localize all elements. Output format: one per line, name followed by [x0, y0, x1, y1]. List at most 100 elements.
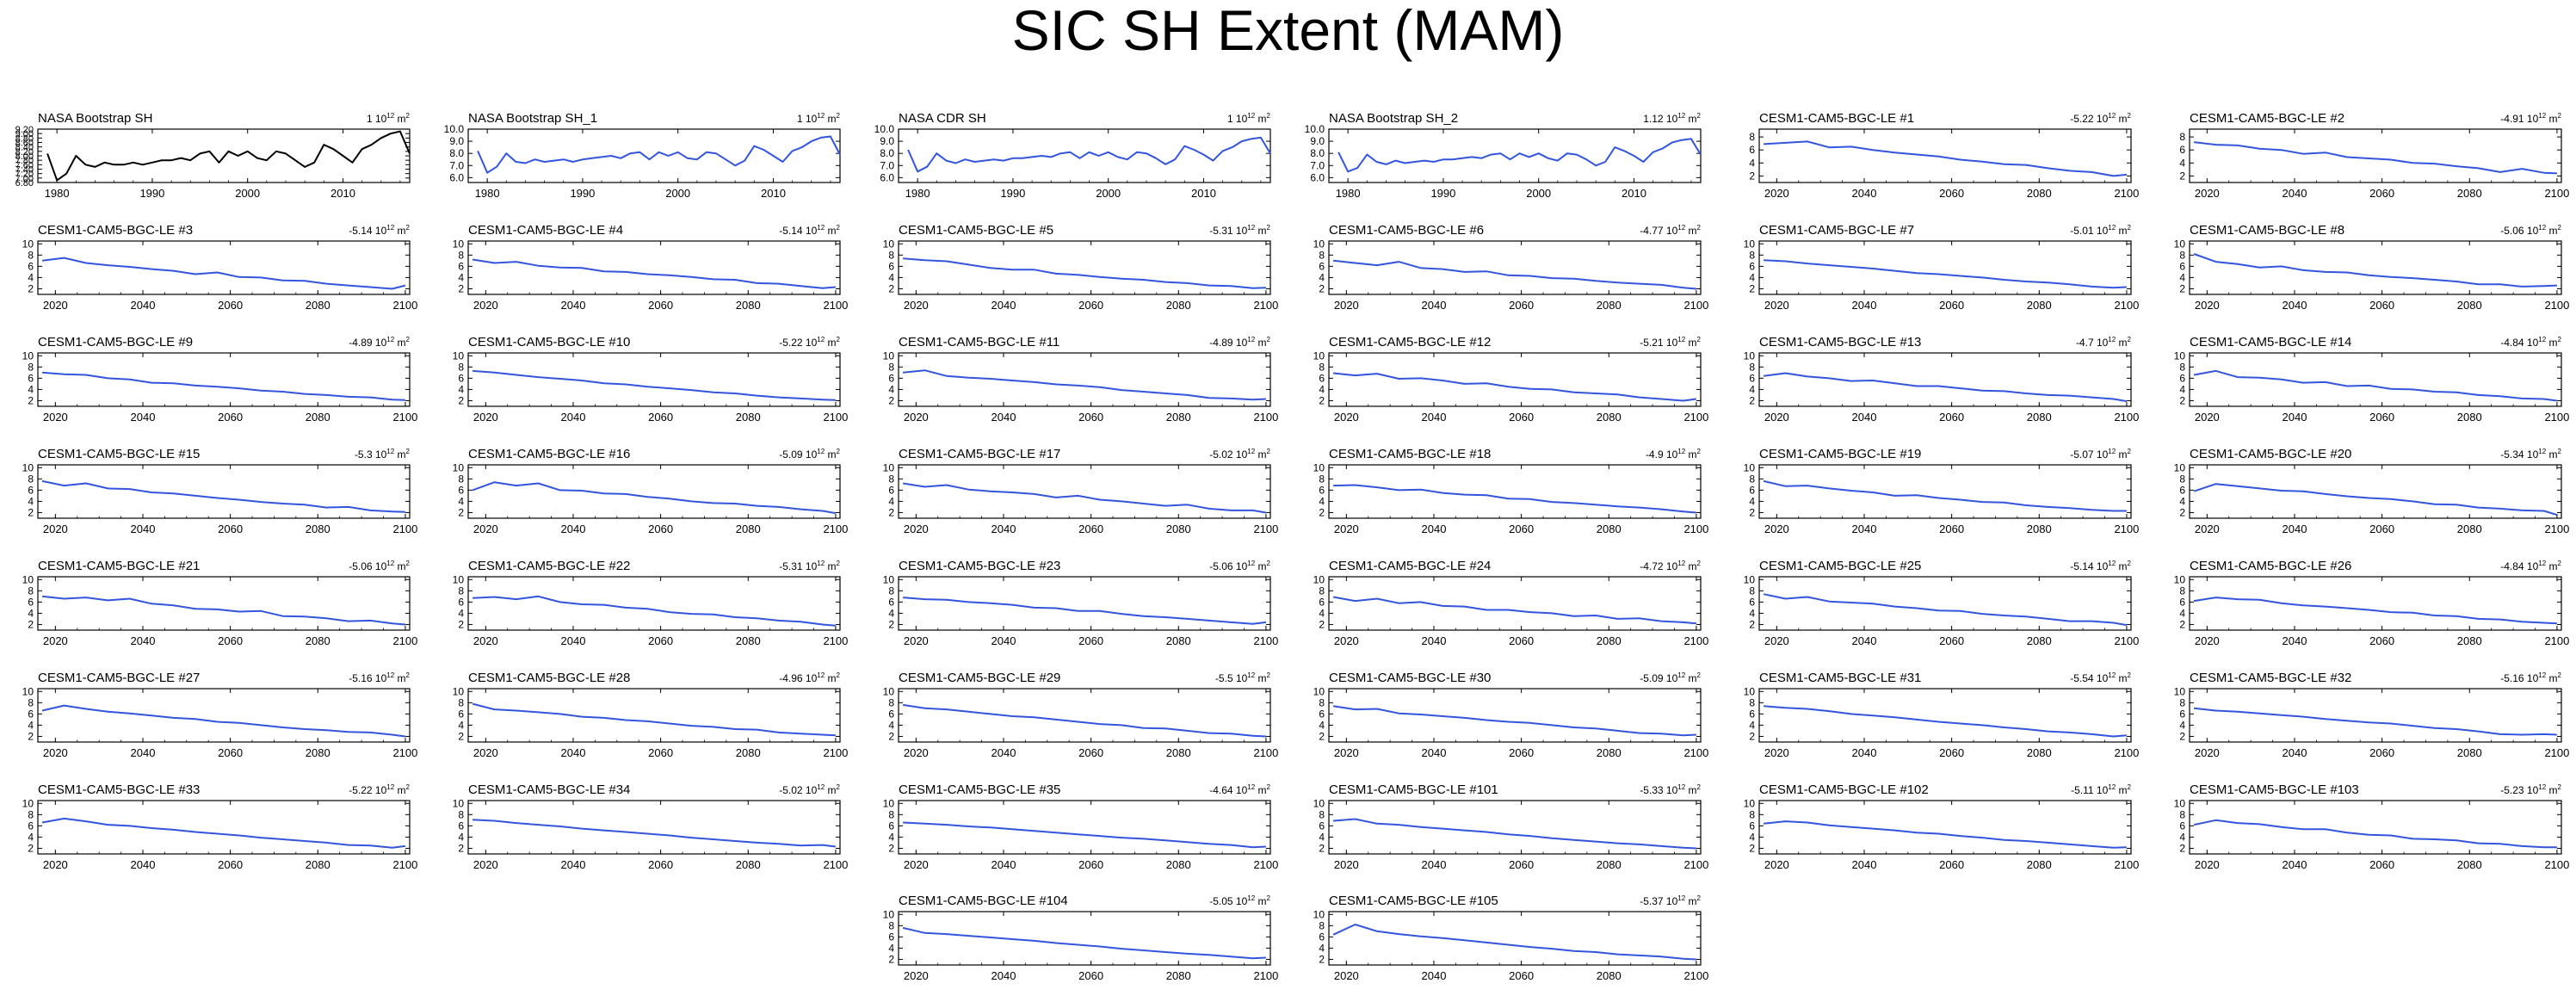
chart-panel: CESM1-CAM5-BGC-LE #7 -5.01 1012 m2 2020 204… [1744, 223, 2140, 312]
y-tick-label: 6 [2179, 260, 2185, 272]
trend-label: 1 1012 m2 [1227, 112, 1271, 125]
x-tick-label: 2100 [823, 746, 848, 759]
chart-panel: NASA CDR SH 1 1012 m2 1980 1990 2000 2010 6.07… [874, 111, 1271, 200]
x-tick-label: 2040 [2283, 746, 2307, 759]
y-tick-label: 4 [1749, 383, 1755, 395]
y-tick-label: 8 [1749, 584, 1755, 597]
x-tick-label: 2040 [991, 523, 1016, 535]
y-tick-label: 8 [2179, 696, 2185, 708]
series-line [473, 819, 837, 848]
plot-frame [37, 240, 411, 295]
y-tick-label: 4 [1319, 719, 1325, 731]
y-tick-label: 4 [2179, 383, 2185, 395]
chart-panel: CESM1-CAM5-BGC-LE #102 -5.11 1012 m2 2020 2… [1744, 782, 2140, 871]
y-tick-label: 10 [1744, 573, 1756, 585]
y-tick-label: 10 [1744, 797, 1756, 809]
y-tick-label: 8 [28, 584, 34, 597]
plot-frame [898, 240, 1271, 295]
plot-frame [1328, 688, 1702, 743]
x-tick-label: 2080 [306, 858, 330, 871]
panel-title: CESM1-CAM5-BGC-LE #105 [1329, 894, 1498, 908]
y-tick-label: 10.0 [874, 123, 895, 135]
x-tick-label: 2010 [330, 187, 355, 200]
trend-label: -5.31 1012 m2 [1209, 224, 1270, 237]
x-tick-label: 2100 [1683, 746, 1708, 759]
x-tick-label: 2040 [561, 746, 586, 759]
plot-frame [467, 688, 841, 743]
x-tick-label: 2100 [2114, 858, 2139, 871]
y-tick-label: 10 [1313, 797, 1325, 809]
chart-panel: CESM1-CAM5-BGC-LE #20 -5.34 1012 m2 2020 20… [2174, 447, 2570, 535]
trend-label: -5.21 1012 m2 [1640, 336, 1701, 349]
y-tick-label: 4 [2179, 271, 2185, 283]
y-tick-label: 10 [2174, 573, 2186, 585]
x-tick-label: 2040 [1852, 634, 1877, 647]
trend-label: 1 1012 m2 [797, 112, 841, 125]
x-tick-label: 1990 [139, 187, 164, 200]
x-tick-label: 2020 [1764, 299, 1789, 312]
panel-title: CESM1-CAM5-BGC-LE #21 [38, 559, 200, 573]
panel-title: CESM1-CAM5-BGC-LE #14 [2190, 335, 2351, 349]
x-tick-label: 2100 [1253, 746, 1278, 759]
y-tick-label: 8 [1319, 361, 1325, 373]
y-tick-label: 10 [1313, 573, 1325, 585]
chart-panel: CESM1-CAM5-BGC-LE #14 -4.84 1012 m2 2020 20… [2174, 335, 2570, 424]
y-tick-label: 10 [2174, 685, 2186, 697]
x-tick-label: 2040 [1422, 523, 1447, 535]
y-tick-label: 2 [1749, 842, 1755, 854]
y-tick-label: 10 [2174, 238, 2186, 250]
y-tick-label: 4 [1319, 607, 1325, 619]
x-tick-label: 2040 [2283, 634, 2307, 647]
y-tick-label: 4 [1319, 383, 1325, 395]
x-tick-label: 2080 [1597, 634, 1622, 647]
y-tick-label: 10 [1313, 461, 1325, 473]
y-tick-label: 8 [458, 808, 464, 820]
y-tick-label: 10 [22, 573, 34, 585]
x-tick-label: 2020 [1334, 858, 1359, 871]
y-tick-label: 2 [458, 730, 464, 742]
y-tick-label: 2 [458, 842, 464, 854]
plot-frame [467, 576, 841, 631]
x-tick-label: 2020 [1764, 858, 1789, 871]
trend-label: -4.96 1012 m2 [779, 671, 840, 684]
y-tick-label: 10.0 [444, 123, 465, 135]
x-tick-label: 2020 [43, 858, 68, 871]
x-tick-label: 2040 [2283, 858, 2307, 871]
series-line [1332, 924, 1696, 961]
y-tick-label: 2 [1319, 618, 1325, 630]
x-tick-label: 2020 [473, 299, 498, 312]
plot-frame [2189, 688, 2562, 743]
x-tick-label: 2040 [1852, 299, 1877, 312]
x-tick-label: 2060 [648, 299, 673, 312]
chart-panel: CESM1-CAM5-BGC-LE #22 -5.31 1012 m2 2020 20… [453, 559, 849, 647]
x-tick-label: 2000 [1526, 187, 1551, 200]
y-tick-label: 2 [888, 506, 894, 518]
trend-label: -5.22 1012 m2 [349, 783, 410, 796]
x-tick-label: 2040 [2283, 411, 2307, 424]
panel-title: CESM1-CAM5-BGC-LE #24 [1329, 559, 1491, 573]
chart-panel: CESM1-CAM5-BGC-LE #12 -5.21 1012 m2 2020 20… [1313, 335, 1709, 424]
x-tick-label: 2040 [1852, 523, 1877, 535]
y-tick-label: 2 [1749, 730, 1755, 742]
x-tick-label: 2100 [392, 746, 417, 759]
y-tick-label: 10 [1744, 238, 1756, 250]
trend-label: -5.54 1012 m2 [2070, 671, 2131, 684]
y-tick-label: 2 [1749, 170, 1755, 182]
x-tick-label: 2040 [991, 634, 1016, 647]
y-tick-label: 9.20 [15, 125, 34, 135]
x-tick-label: 2060 [1939, 746, 1964, 759]
y-tick-label: 6.80 [15, 178, 34, 189]
series-line [2193, 141, 2557, 175]
y-tick-label: 4 [1319, 495, 1325, 507]
y-tick-label: 8 [28, 696, 34, 708]
plot-frame [2189, 352, 2562, 407]
y-tick-label: 8.0 [1310, 147, 1325, 159]
y-tick-label: 8.60 [15, 139, 34, 149]
y-tick-label: 4 [28, 719, 34, 731]
x-tick-label: 2100 [392, 299, 417, 312]
x-tick-label: 2100 [1253, 411, 1278, 424]
plot-frame [898, 576, 1271, 631]
x-tick-label: 2080 [1166, 969, 1191, 982]
x-tick-label: 1990 [1430, 187, 1455, 200]
